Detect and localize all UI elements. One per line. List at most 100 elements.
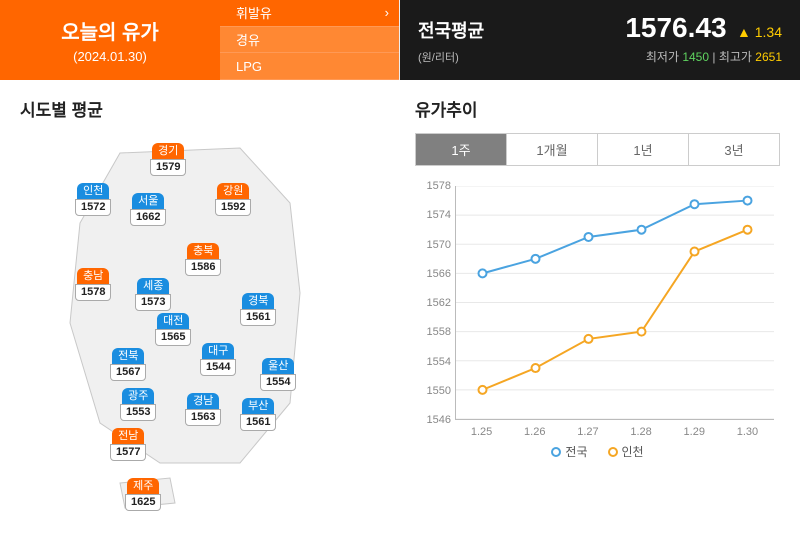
map-container: 경기1579인천1572서울1662강원1592충북1586충남1578세종15… — [20, 133, 385, 523]
series-point-incheon — [532, 364, 540, 372]
avg-value: 1576.43 — [625, 12, 726, 43]
region-label: 대전 — [157, 313, 189, 329]
region-value: 1625 — [125, 494, 161, 511]
x-tick: 1.29 — [684, 426, 705, 438]
region-label: 서울 — [132, 193, 164, 209]
region-label: 세종 — [137, 278, 169, 294]
legend-dot-icon — [551, 447, 561, 457]
fuel-tabs: 휘발유›경유LPG — [220, 0, 400, 80]
region-label: 경북 — [242, 293, 274, 309]
map-section: 시도별 평균 경기1579인천1572서울1662강원1592충북1586충남1… — [20, 96, 385, 523]
fuel-tab-LPG[interactable]: LPG — [220, 53, 399, 80]
fuel-tab-휘발유[interactable]: 휘발유› — [220, 0, 399, 27]
region-marker-경남[interactable]: 경남1563 — [185, 393, 221, 426]
series-point-incheon — [691, 248, 699, 256]
series-point-national — [532, 255, 540, 263]
region-value: 1586 — [185, 259, 221, 276]
period-tab-1주[interactable]: 1주 — [416, 134, 507, 165]
series-point-incheon — [744, 226, 752, 234]
fuel-tab-경유[interactable]: 경유 — [220, 27, 399, 54]
region-label: 광주 — [122, 388, 154, 404]
region-marker-제주[interactable]: 제주1625 — [125, 478, 161, 511]
period-tab-1개월[interactable]: 1개월 — [507, 134, 598, 165]
region-marker-경북[interactable]: 경북1561 — [240, 293, 276, 326]
region-label: 경기 — [152, 143, 184, 159]
y-tick: 1558 — [415, 326, 451, 338]
region-marker-세종[interactable]: 세종1573 — [135, 278, 171, 311]
series-point-national — [479, 269, 487, 277]
region-label: 경남 — [187, 393, 219, 409]
y-tick: 1554 — [415, 356, 451, 368]
series-point-incheon — [638, 328, 646, 336]
region-value: 1553 — [120, 404, 156, 421]
region-value: 1662 — [130, 209, 166, 226]
today-panel: 오늘의 유가 (2024.01.30) — [0, 0, 220, 80]
region-value: 1572 — [75, 199, 111, 216]
trend-section: 유가추이 1주1개월1년3년 전국인천 15461550155415581562… — [415, 96, 780, 523]
region-value: 1592 — [215, 199, 251, 216]
region-marker-서울[interactable]: 서울1662 — [130, 193, 166, 226]
region-marker-대전[interactable]: 대전1565 — [155, 313, 191, 346]
x-tick: 1.27 — [577, 426, 598, 438]
y-tick: 1574 — [415, 209, 451, 221]
low-label: 최저가 — [646, 50, 679, 64]
header: 오늘의 유가 (2024.01.30) 휘발유›경유LPG 전국평균 1576.… — [0, 0, 800, 80]
region-value: 1554 — [260, 374, 296, 391]
series-line-national — [483, 201, 748, 274]
region-value: 1563 — [185, 409, 221, 426]
legend-dot-icon — [608, 447, 618, 457]
region-marker-전남[interactable]: 전남1577 — [110, 428, 146, 461]
chart-legend: 전국인천 — [415, 443, 780, 460]
region-value: 1573 — [135, 294, 171, 311]
high-value: 2651 — [755, 50, 782, 64]
region-label: 전남 — [112, 428, 144, 444]
region-value: 1561 — [240, 309, 276, 326]
legend-label: 전국 — [565, 443, 587, 460]
region-marker-전북[interactable]: 전북1567 — [110, 348, 146, 381]
trend-chart: 전국인천 15461550155415581562156615701574157… — [415, 180, 780, 460]
region-value: 1565 — [155, 329, 191, 346]
region-marker-경기[interactable]: 경기1579 — [150, 143, 186, 176]
series-point-incheon — [479, 386, 487, 394]
x-tick: 1.30 — [737, 426, 758, 438]
region-marker-인천[interactable]: 인천1572 — [75, 183, 111, 216]
series-point-national — [744, 197, 752, 205]
avg-delta: ▲ 1.34 — [737, 24, 782, 40]
y-tick: 1578 — [415, 180, 451, 192]
region-value: 1544 — [200, 359, 236, 376]
region-label: 인천 — [77, 183, 109, 199]
region-marker-충북[interactable]: 충북1586 — [185, 243, 221, 276]
region-value: 1561 — [240, 414, 276, 431]
map-title: 시도별 평균 — [20, 96, 385, 121]
region-value: 1567 — [110, 364, 146, 381]
region-label: 대구 — [202, 343, 234, 359]
avg-minmax: 최저가 1450 | 최고가 2651 — [646, 48, 782, 65]
region-marker-대구[interactable]: 대구1544 — [200, 343, 236, 376]
series-point-national — [691, 200, 699, 208]
trend-title: 유가추이 — [415, 96, 780, 121]
y-tick: 1550 — [415, 385, 451, 397]
region-label: 전북 — [112, 348, 144, 364]
region-label: 제주 — [127, 478, 159, 494]
y-tick: 1566 — [415, 268, 451, 280]
region-marker-충남[interactable]: 충남1578 — [75, 268, 111, 301]
x-tick: 1.26 — [524, 426, 545, 438]
region-marker-부산[interactable]: 부산1561 — [240, 398, 276, 431]
series-point-incheon — [585, 335, 593, 343]
high-label: 최고가 — [719, 50, 752, 64]
period-tab-3년[interactable]: 3년 — [689, 134, 779, 165]
chevron-right-icon: › — [385, 5, 389, 20]
avg-label: 전국평균 — [418, 17, 484, 43]
region-marker-강원[interactable]: 강원1592 — [215, 183, 251, 216]
series-line-incheon — [483, 230, 748, 390]
x-tick: 1.28 — [630, 426, 651, 438]
period-tabs: 1주1개월1년3년 — [415, 133, 780, 166]
region-marker-울산[interactable]: 울산1554 — [260, 358, 296, 391]
period-tab-1년[interactable]: 1년 — [598, 134, 689, 165]
region-label: 충남 — [77, 268, 109, 284]
region-label: 충북 — [187, 243, 219, 259]
region-label: 부산 — [242, 398, 274, 414]
x-tick: 1.25 — [471, 426, 492, 438]
y-tick: 1562 — [415, 297, 451, 309]
region-marker-광주[interactable]: 광주1553 — [120, 388, 156, 421]
